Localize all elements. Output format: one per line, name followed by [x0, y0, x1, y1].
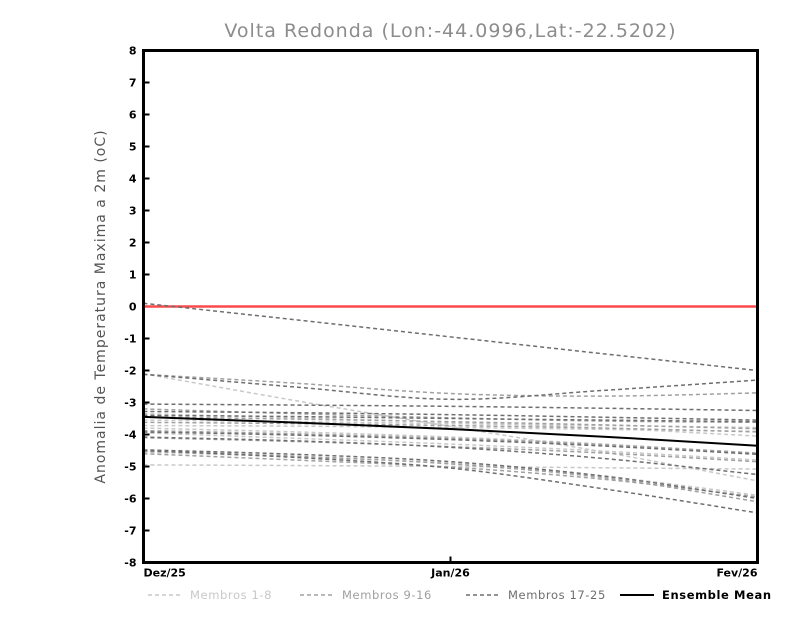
member-line — [143, 410, 758, 421]
member-line — [143, 403, 758, 412]
ensemble-mean-path — [143, 415, 758, 447]
y-tick-label: -3 — [124, 397, 136, 410]
y-tick-label: 5 — [129, 141, 137, 154]
member-line — [143, 451, 758, 497]
chart-title-group: Volta Redonda (Lon:-44.0996,Lat:-22.5202… — [224, 20, 676, 42]
member-line — [143, 431, 758, 456]
member-line — [143, 373, 758, 401]
member-line — [143, 432, 758, 461]
plot-frame — [142, 49, 759, 564]
y-tick-label: -6 — [124, 493, 137, 506]
x-tick-label: Fev/26 — [716, 567, 757, 580]
chart-legend: Membros 1-8 Membros 9-16 Membros 17-25 Ense… — [148, 588, 772, 602]
y-tick-label: -2 — [124, 365, 136, 378]
legend-label: Ensemble Mean — [662, 588, 772, 602]
y-tick-label: -7 — [124, 525, 136, 538]
member-line — [143, 373, 758, 397]
y-tick-label: -1 — [124, 333, 136, 346]
legend-label: Membros 9-16 — [342, 588, 432, 602]
y-tick-label: -5 — [124, 461, 136, 474]
y-tick-label: 3 — [129, 205, 137, 218]
member-line — [143, 449, 758, 500]
x-axis-ticks-group: Dez/25 Jan/26 Fev/26 — [142, 556, 759, 580]
member-line — [143, 414, 758, 423]
member-line — [143, 449, 758, 514]
member-line — [143, 372, 758, 482]
x-tick-label: Dez/25 — [144, 567, 186, 580]
y-tick-label: 1 — [129, 269, 137, 282]
y-axis-label-group: Anomalia de Temperatura Maxima a 2m (oC) — [93, 129, 109, 483]
chart-title: Volta Redonda (Lon:-44.0996,Lat:-22.5202… — [224, 20, 676, 42]
member-line — [143, 429, 758, 454]
legend-label: Membros 17-25 — [508, 588, 606, 602]
plot-border — [142, 49, 759, 564]
x-tick-label: Jan/26 — [430, 567, 470, 580]
y-tick-label: 4 — [129, 173, 137, 186]
y-tick-label: 0 — [129, 301, 137, 314]
y-tick-label: 7 — [129, 77, 137, 90]
member-line — [143, 436, 758, 476]
member-series-group — [143, 302, 758, 514]
legend-label: Membros 1-8 — [190, 588, 272, 602]
y-tick-label: 8 — [129, 45, 137, 58]
member-line — [143, 302, 758, 372]
y-tick-label: 6 — [129, 109, 137, 122]
y-tick-label: -8 — [124, 557, 136, 570]
y-tick-label: 2 — [129, 237, 137, 250]
member-line — [143, 416, 758, 430]
y-axis-label: Anomalia de Temperatura Maxima a 2m (oC) — [93, 129, 109, 483]
y-tick-label: -4 — [124, 429, 137, 442]
ensemble-mean-line — [143, 415, 758, 447]
member-line — [143, 464, 758, 470]
member-line — [143, 421, 758, 433]
member-line — [143, 452, 758, 498]
member-line — [143, 450, 758, 503]
